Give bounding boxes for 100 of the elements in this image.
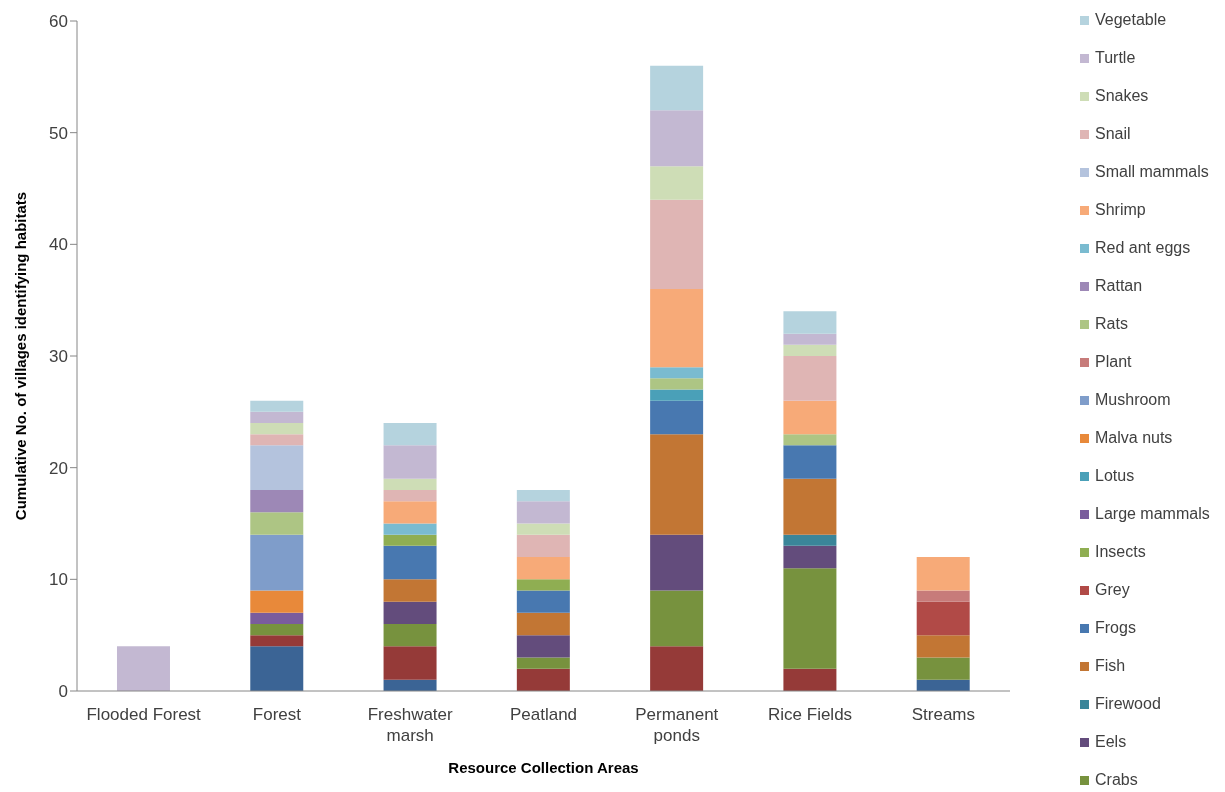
legend-label: Firewood <box>1095 695 1161 713</box>
x-axis-title: Resource Collection Areas <box>448 759 639 776</box>
bar <box>250 612 304 624</box>
bar <box>516 501 570 524</box>
bar <box>516 490 570 502</box>
legend-label: Grey <box>1095 581 1130 599</box>
bar <box>783 311 837 334</box>
bar <box>916 657 970 680</box>
bar <box>650 534 704 591</box>
x-tick-label: Permanent ponds <box>635 705 719 745</box>
x-tick-label: Peatland <box>509 705 578 725</box>
bar <box>650 166 704 200</box>
bar <box>516 635 570 658</box>
bar <box>250 445 304 490</box>
bar <box>650 378 704 390</box>
bar <box>650 289 704 368</box>
bar <box>783 434 837 446</box>
legend-label: Turtle <box>1095 49 1136 67</box>
legend-label: Shrimp <box>1095 201 1146 219</box>
legend-label: Snail <box>1095 125 1131 143</box>
bar <box>383 478 437 490</box>
bar <box>783 400 837 435</box>
bar <box>516 612 570 636</box>
legend-label: Large mammals <box>1095 505 1210 523</box>
y-tick-label: 40 <box>49 235 68 255</box>
bar <box>250 512 304 535</box>
legend-label: Malva nuts <box>1095 429 1173 447</box>
bar <box>383 423 437 446</box>
y-tick-label: 30 <box>49 347 68 367</box>
bar <box>650 590 704 647</box>
bar <box>783 534 837 546</box>
legend-label: Frogs <box>1095 619 1136 637</box>
bar <box>650 199 704 289</box>
bar <box>516 668 570 691</box>
bar <box>783 545 837 569</box>
bar <box>250 624 304 636</box>
bar <box>383 679 437 691</box>
bar <box>916 679 970 691</box>
bar <box>383 490 437 502</box>
bar <box>650 389 704 401</box>
bar <box>250 423 304 435</box>
bar <box>783 356 837 401</box>
bar <box>250 590 304 613</box>
legend-label: Crabs <box>1095 771 1138 789</box>
legend-label: Snakes <box>1095 87 1149 105</box>
y-tick-label: 60 <box>49 12 68 32</box>
bar <box>916 601 970 636</box>
x-tick-label: Flooded Forest <box>86 705 202 725</box>
bar <box>383 579 437 602</box>
bar <box>516 557 570 580</box>
legend-label: Eels <box>1095 733 1127 751</box>
bar <box>783 333 837 345</box>
bar <box>650 400 704 435</box>
bar <box>383 523 437 535</box>
bar <box>916 635 970 658</box>
x-tick-label: Streams <box>911 705 976 725</box>
legend-label: Small mammals <box>1095 163 1209 181</box>
y-tick-label: 20 <box>49 458 68 478</box>
bar <box>250 534 304 591</box>
x-tick-label: Forest <box>252 705 302 725</box>
bar <box>383 445 437 479</box>
bar <box>383 534 437 546</box>
bar <box>783 445 837 479</box>
bar <box>916 590 970 602</box>
legend-label: Rats <box>1095 315 1128 333</box>
bar <box>250 635 304 647</box>
y-tick-label: 0 <box>58 682 68 702</box>
bar <box>250 490 304 513</box>
bar <box>383 601 437 624</box>
y-axis-title: Cumulative No. of villages identifying habitats <box>11 191 29 521</box>
bar <box>650 65 704 111</box>
bar <box>516 523 570 535</box>
bar <box>516 534 570 557</box>
bar <box>516 657 570 669</box>
legend-label: Plant <box>1095 353 1132 371</box>
bar <box>250 646 304 691</box>
bar <box>783 344 837 356</box>
y-tick-label: 50 <box>49 123 68 143</box>
legend-label: Rattan <box>1095 277 1143 295</box>
x-tick-label: Freshwater marsh <box>367 705 454 745</box>
legend-label: Lotus <box>1095 467 1135 485</box>
legend-label: Fish <box>1095 657 1126 675</box>
legend-label: Insects <box>1095 543 1146 561</box>
legend-label: Red ant eggs <box>1095 239 1191 257</box>
bar <box>383 545 437 580</box>
bar <box>116 646 170 691</box>
bar <box>250 400 304 412</box>
bar <box>650 434 704 535</box>
bar <box>516 579 570 591</box>
legend-label: Vegetable <box>1095 11 1167 29</box>
x-tick-label: Rice Fields <box>768 705 853 725</box>
bar <box>783 478 837 535</box>
legend-label: Mushroom <box>1095 391 1171 409</box>
y-tick-label: 10 <box>49 570 68 590</box>
bar <box>650 367 704 379</box>
bar <box>516 590 570 613</box>
bar <box>250 411 304 423</box>
bar <box>383 624 437 647</box>
bar <box>650 110 704 167</box>
bar <box>650 646 704 691</box>
